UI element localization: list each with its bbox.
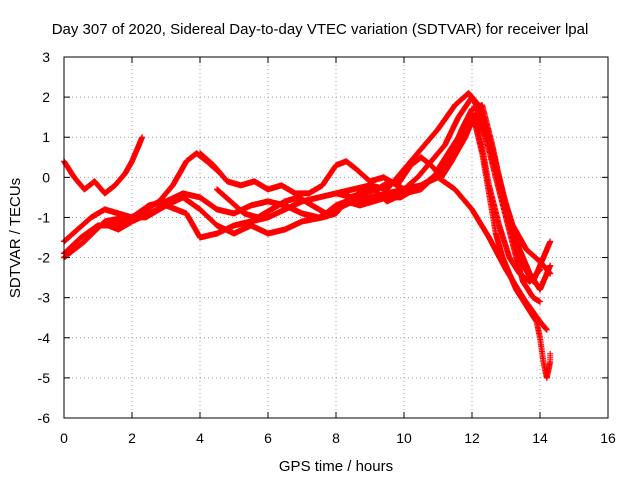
y-tick-label: -3 (38, 290, 51, 306)
series-markers (61, 134, 146, 197)
x-tick-label: 12 (464, 430, 480, 446)
series-markers (435, 118, 554, 381)
x-tick-label: 0 (60, 430, 68, 446)
axis-ticks (63, 56, 609, 419)
y-tick-label: -4 (38, 330, 51, 346)
y-tick-label: -1 (38, 209, 51, 225)
y-tick-label: 2 (42, 89, 50, 105)
series-trace (61, 134, 146, 197)
chart-title: Day 307 of 2020, Sidereal Day-to-day VTE… (52, 21, 589, 38)
x-tick-label: 16 (600, 430, 616, 446)
x-axis-title: GPS time / hours (279, 458, 393, 475)
x-tick-label: 10 (396, 430, 412, 446)
x-tick-label: 14 (532, 430, 548, 446)
data-points (61, 90, 554, 381)
y-tick-label: -2 (38, 250, 51, 266)
x-tick-label: 4 (196, 430, 204, 446)
y-tick-label: -5 (38, 370, 51, 386)
y-tick-labels: -6 -5 -4 -3 -2 -1 0 1 2 3 (38, 49, 51, 426)
x-tick-label: 8 (332, 430, 340, 446)
y-axis-title: SDTVAR / TECUs (7, 178, 24, 298)
x-tick-label: 2 (128, 430, 136, 446)
series-trace (435, 118, 554, 381)
y-tick-label: 1 (42, 129, 50, 145)
y-tick-label: 0 (42, 169, 50, 185)
grid-lines (64, 57, 608, 418)
x-tick-labels: 0 2 4 6 8 10 12 14 16 (60, 430, 616, 446)
x-tick-label: 6 (264, 430, 272, 446)
y-tick-label: -6 (38, 410, 51, 426)
y-tick-label: 3 (42, 49, 50, 65)
